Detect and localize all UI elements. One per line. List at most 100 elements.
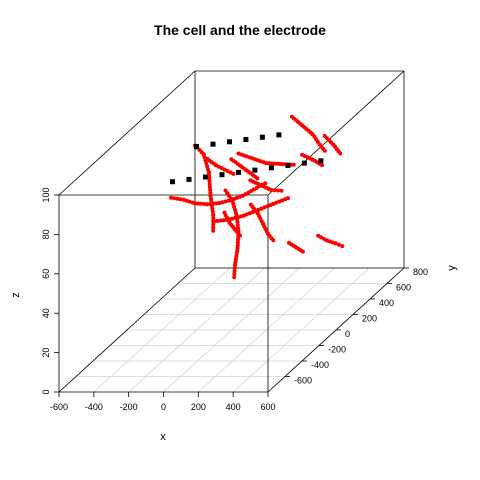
electrode-point — [268, 165, 274, 171]
cell-point — [230, 198, 235, 203]
cell-point — [178, 197, 183, 202]
axis-ticks: -600 -400 -200 0 200 400 600-600-400-200020040… — [41, 187, 428, 412]
y-tick-label: 200 — [362, 314, 377, 324]
cell-point — [236, 215, 240, 220]
cell-point — [199, 201, 204, 206]
cell-point — [208, 201, 213, 206]
cell-point — [320, 163, 324, 168]
cell-point — [340, 244, 345, 249]
cell-point — [208, 191, 213, 196]
cell-point — [206, 167, 210, 172]
cell-point — [209, 197, 213, 202]
cell-point — [232, 275, 237, 280]
cell-point — [276, 188, 281, 193]
cell-point — [286, 196, 290, 201]
cell-point — [172, 196, 177, 201]
cell-point — [259, 206, 264, 211]
cell-point — [336, 242, 341, 247]
cell-point — [208, 194, 213, 198]
box-edge — [267, 70, 405, 196]
cell-point — [196, 201, 201, 206]
box-edge — [58, 70, 196, 196]
electrode-point — [227, 139, 232, 145]
x-tick-label: 200 — [191, 402, 206, 412]
x-axis-label: x — [160, 431, 166, 443]
cell-points — [169, 114, 345, 280]
y-tick-label: 600 — [396, 283, 411, 293]
electrode-point — [243, 137, 249, 142]
cell-point — [208, 188, 213, 193]
electrode-point — [203, 174, 208, 180]
electrode-point — [186, 176, 192, 182]
cell-point — [255, 176, 260, 181]
cell-point — [211, 222, 216, 227]
cell-point — [205, 164, 210, 169]
electrode-point — [219, 172, 225, 178]
cell-point — [201, 152, 206, 157]
cell-point — [202, 202, 207, 206]
cell-point — [274, 200, 279, 205]
cell-point — [279, 188, 284, 193]
cell-point — [235, 223, 240, 228]
cell-point — [207, 179, 212, 184]
floor-grid — [58, 267, 405, 393]
cell-point — [207, 176, 212, 181]
cell-point — [210, 206, 215, 211]
x-tick-label: 400 — [226, 402, 241, 412]
z-tick-label: 80 — [41, 229, 51, 239]
y-tick-label: 400 — [379, 298, 394, 308]
electrode-point — [259, 134, 265, 140]
y-tick-label: 0 — [345, 329, 350, 339]
cell-point — [207, 185, 212, 190]
cell-point — [205, 202, 210, 207]
electrode-point — [210, 141, 216, 147]
cell-point — [235, 220, 240, 224]
cell-point — [265, 204, 270, 209]
chart-title: The cell and the electrode — [154, 22, 326, 38]
cell-point — [193, 201, 198, 206]
x-tick-label: -200 — [120, 402, 138, 412]
cell-point — [271, 238, 276, 243]
cell-point — [233, 207, 237, 212]
cell-point — [169, 195, 173, 200]
electrode-point — [318, 158, 324, 164]
plot-box — [58, 70, 405, 393]
cell-point — [214, 201, 219, 206]
cell-point — [333, 241, 338, 246]
cell-point — [230, 216, 235, 221]
cell-point — [207, 182, 212, 187]
z-tick-label: 100 — [41, 187, 51, 202]
cell-point — [322, 148, 327, 153]
cell-point — [232, 265, 237, 270]
y-tick-label: 800 — [413, 267, 428, 277]
cell-point — [226, 198, 231, 203]
electrode-points — [170, 132, 324, 185]
cell-point — [233, 210, 238, 215]
y-tick-label: -600 — [294, 376, 312, 386]
cell-point — [232, 268, 237, 273]
cell-point — [211, 216, 216, 221]
cell-point — [232, 204, 237, 209]
electrode-point — [276, 132, 282, 138]
z-axis-label: z — [10, 292, 22, 298]
cell-point — [211, 201, 216, 206]
cell-point — [280, 198, 285, 203]
cell-point — [244, 212, 249, 217]
cell-point — [204, 161, 209, 166]
cell-point — [211, 225, 216, 230]
y-tick-label: -200 — [328, 345, 346, 355]
cell-point — [232, 272, 237, 276]
cell-point — [175, 196, 180, 201]
x-tick-label: 600 — [260, 402, 275, 412]
x-tick-label: 0 — [161, 402, 166, 412]
box-edge — [58, 267, 196, 393]
cell-point — [221, 218, 226, 223]
cell-point — [220, 200, 225, 205]
electrode-point — [285, 162, 291, 168]
cell-point — [250, 210, 255, 215]
z-tick-label: 60 — [41, 269, 51, 279]
electrode-point — [194, 144, 199, 149]
cell-point — [236, 226, 241, 231]
cell-point — [207, 173, 212, 178]
